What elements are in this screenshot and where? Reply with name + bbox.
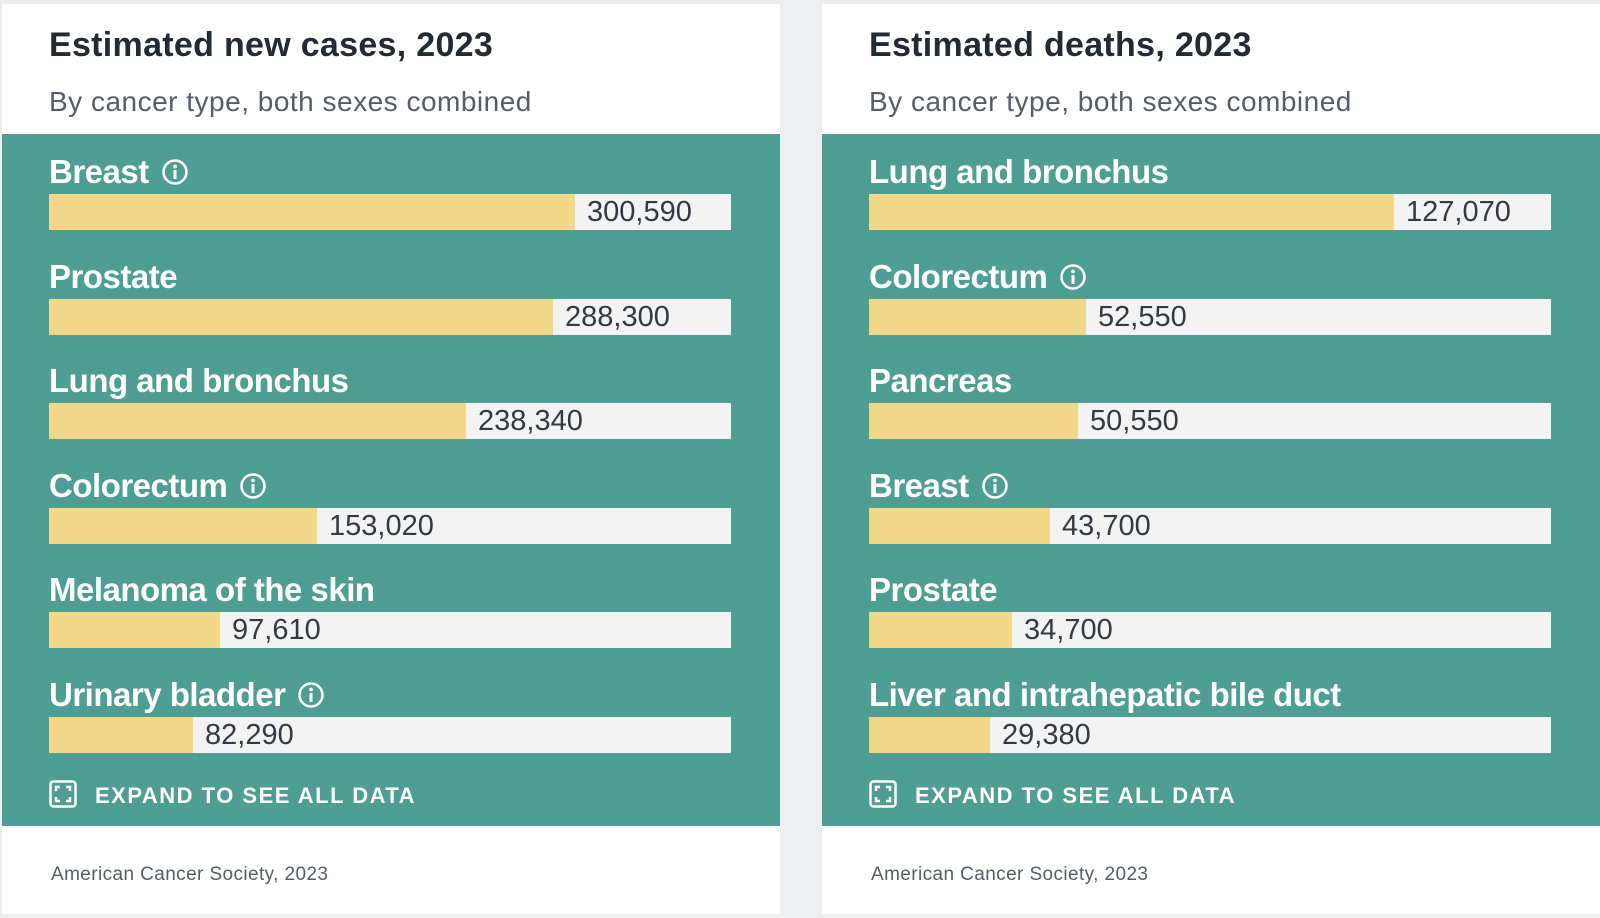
category-label: Urinary bladder (49, 675, 286, 713)
bar (49, 716, 193, 753)
chart-title: Estimated deaths, 2023 (869, 26, 1252, 64)
value-label: 288,300 (565, 300, 670, 333)
bar-label: Lung and bronchus (49, 361, 349, 401)
bar-row: Liver and intrahepatic bile duct 29,380 (869, 657, 1551, 764)
bar-track: 238,340 (49, 403, 731, 439)
bar-label: Liver and intrahepatic bile duct (869, 675, 1341, 715)
value-label: 43,700 (1062, 509, 1151, 542)
bar-track: 52,550 (869, 298, 1551, 335)
bar-label: Prostate (869, 570, 998, 610)
bar-label: Pancreas (869, 361, 1012, 401)
bar-panel: Breast 300,590 Prostate 288,300 Lung and bro… (2, 134, 780, 826)
category-label: Lung and bronchus (49, 362, 349, 399)
bar-label: Prostate (49, 257, 178, 297)
info-icon[interactable] (239, 472, 267, 500)
expand-data-button[interactable]: EXPAND TO SEE ALL DATA (869, 779, 1237, 813)
bar-label: Urinary bladder (49, 675, 325, 715)
value-label: 153,020 (329, 509, 434, 542)
bar-label: Breast (49, 152, 189, 192)
value-label: 34,700 (1024, 614, 1113, 646)
bar (869, 403, 1078, 439)
bar-label: Colorectum (869, 257, 1087, 297)
chart-title: Estimated new cases, 2023 (49, 26, 494, 64)
value-label: 52,550 (1098, 300, 1187, 333)
bar (49, 194, 575, 230)
expand-data-button[interactable]: EXPAND TO SEE ALL DATA (49, 779, 417, 813)
value-label: 300,590 (587, 196, 692, 228)
value-label: 29,380 (1002, 718, 1091, 751)
bar-row: Prostate 288,300 (49, 239, 731, 346)
bar-label: Colorectum (49, 466, 267, 506)
bar (49, 612, 220, 648)
bar-panel: Lung and bronchus 127,070 Colorectum 52,550… (822, 134, 1600, 826)
bar-row: Pancreas 50,550 (869, 343, 1551, 450)
bar-track: 82,290 (49, 716, 731, 753)
expand-icon (49, 779, 77, 813)
bar-row: Colorectum 153,020 (49, 448, 731, 555)
bar (869, 716, 990, 753)
expand-label: EXPAND TO SEE ALL DATA (915, 783, 1237, 808)
category-label: Breast (49, 153, 149, 190)
bar (869, 194, 1394, 230)
bar-track: 288,300 (49, 298, 731, 335)
value-label: 82,290 (205, 718, 294, 751)
bar-track: 300,590 (49, 194, 731, 230)
new-cases-card: Estimated new cases, 2023 By cancer type… (2, 4, 780, 914)
bar (869, 507, 1050, 544)
bar-label: Breast (869, 466, 1009, 506)
bar-label: Lung and bronchus (869, 152, 1169, 192)
category-label: Colorectum (49, 466, 228, 504)
value-label: 238,340 (478, 405, 583, 437)
bar-row: Urinary bladder 82,290 (49, 657, 731, 764)
category-label: Lung and bronchus (869, 153, 1169, 190)
bar-label: Melanoma of the skin (49, 570, 375, 610)
expand-icon (869, 779, 897, 813)
bar-row: Lung and bronchus 127,070 (869, 134, 1551, 241)
bar (49, 507, 317, 544)
bar-track: 153,020 (49, 507, 731, 544)
info-icon[interactable] (161, 158, 189, 186)
bar-track: 127,070 (869, 194, 1551, 230)
bar (49, 403, 466, 439)
value-label: 50,550 (1090, 405, 1179, 437)
value-label: 127,070 (1406, 196, 1511, 228)
chart-subtitle: By cancer type, both sexes combined (869, 86, 1352, 117)
bar-track: 97,610 (49, 612, 731, 648)
info-icon[interactable] (297, 681, 325, 709)
info-icon[interactable] (981, 472, 1009, 500)
chart-subtitle: By cancer type, both sexes combined (49, 86, 532, 117)
bar (869, 298, 1086, 335)
bar (869, 612, 1012, 648)
bar-track: 29,380 (869, 716, 1551, 753)
bar-row: Melanoma of the skin 97,610 (49, 552, 731, 659)
category-label: Liver and intrahepatic bile duct (869, 675, 1341, 713)
category-label: Colorectum (869, 257, 1048, 295)
bar-row: Breast 43,700 (869, 448, 1551, 555)
value-label: 97,610 (232, 614, 321, 646)
bar-row: Lung and bronchus 238,340 (49, 343, 731, 450)
category-label: Prostate (49, 257, 178, 295)
bar (49, 298, 553, 335)
info-icon[interactable] (1059, 263, 1087, 291)
bar-track: 50,550 (869, 403, 1551, 439)
category-label: Pancreas (869, 362, 1012, 399)
expand-label: EXPAND TO SEE ALL DATA (95, 783, 417, 808)
category-label: Melanoma of the skin (49, 571, 375, 608)
source-note: American Cancer Society, 2023 (871, 864, 1149, 885)
bar-track: 43,700 (869, 507, 1551, 544)
bar-track: 34,700 (869, 612, 1551, 648)
bar-row: Breast 300,590 (49, 134, 731, 241)
source-note: American Cancer Society, 2023 (51, 864, 329, 885)
category-label: Prostate (869, 571, 998, 608)
bar-row: Colorectum 52,550 (869, 239, 1551, 346)
deaths-card: Estimated deaths, 2023 By cancer type, b… (822, 4, 1600, 914)
category-label: Breast (869, 466, 969, 504)
bar-row: Prostate 34,700 (869, 552, 1551, 659)
